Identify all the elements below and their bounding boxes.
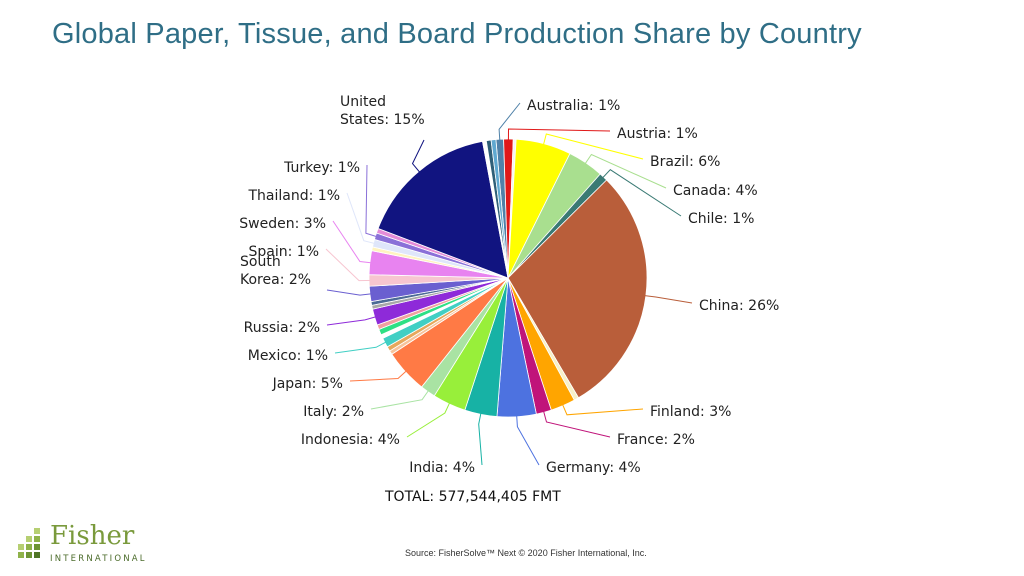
slice-label: Thailand: 1% bbox=[248, 188, 341, 204]
slice-label: Austria: 1% bbox=[617, 126, 698, 142]
leader-line bbox=[498, 102, 521, 144]
leader-line bbox=[542, 408, 611, 438]
pie-slices bbox=[368, 138, 648, 418]
slice-label: India: 4% bbox=[409, 460, 475, 476]
slice-label: Italy: 2% bbox=[303, 404, 364, 420]
slice-label: Chile: 1% bbox=[688, 211, 754, 227]
leader-line bbox=[365, 164, 380, 238]
slice-label: Spain: 1% bbox=[249, 244, 320, 260]
source-note: Source: FisherSolve™ Next © 2020 Fisher … bbox=[405, 548, 647, 558]
leader-line bbox=[478, 410, 483, 466]
slice-label: Turkey: 1% bbox=[283, 160, 360, 176]
leader-line bbox=[326, 289, 375, 296]
slice-label: France: 2% bbox=[617, 432, 695, 448]
slice-label: South Korea: 2% bbox=[240, 254, 311, 288]
leader-line bbox=[334, 340, 389, 354]
leader-line bbox=[406, 399, 452, 438]
slice-label: Australia: 1% bbox=[527, 98, 620, 114]
leader-line bbox=[370, 387, 431, 410]
leader-line bbox=[542, 133, 644, 160]
logo-bars-icon bbox=[18, 528, 40, 558]
slice-label: Brazil: 6% bbox=[650, 154, 720, 170]
leader-line bbox=[507, 128, 611, 144]
leader-line bbox=[349, 368, 409, 382]
chart-title: Global Paper, Tissue, and Board Producti… bbox=[52, 18, 862, 50]
pie-slice bbox=[490, 139, 509, 279]
leader-line bbox=[516, 412, 540, 466]
slice-label: Germany: 4% bbox=[546, 460, 641, 476]
slice-label: Mexico: 1% bbox=[248, 348, 328, 364]
leader-line bbox=[325, 248, 374, 282]
slice-label: Japan: 5% bbox=[272, 376, 343, 392]
total-label: TOTAL: 577,544,405 FMT bbox=[384, 489, 561, 505]
logo-subtitle: INTERNATIONAL bbox=[50, 554, 147, 564]
leader-line bbox=[560, 401, 644, 416]
leader-line bbox=[332, 220, 375, 264]
leader-lines bbox=[325, 102, 693, 466]
leader-line bbox=[411, 139, 425, 175]
leader-line bbox=[326, 315, 379, 326]
leader-line bbox=[346, 192, 378, 245]
leader-line bbox=[600, 169, 682, 217]
logo-brand: Fisher bbox=[50, 521, 135, 551]
slice-label: Russia: 2% bbox=[244, 320, 320, 336]
fisher-logo: Fisher INTERNATIONAL bbox=[16, 521, 147, 568]
slice-label: Canada: 4% bbox=[673, 183, 758, 199]
slice-label: United States: 15% bbox=[340, 94, 425, 128]
slice-label: Sweden: 3% bbox=[239, 216, 326, 232]
slice-label: Indonesia: 4% bbox=[301, 432, 400, 448]
slice-label: Finland: 3% bbox=[650, 404, 731, 420]
slice-labels: Australia: 1% Austria: 1% Brazil: 6% Canada… bbox=[239, 94, 779, 476]
leader-line bbox=[582, 153, 667, 189]
leader-line bbox=[641, 294, 693, 304]
slice-label: China: 26% bbox=[699, 298, 779, 314]
